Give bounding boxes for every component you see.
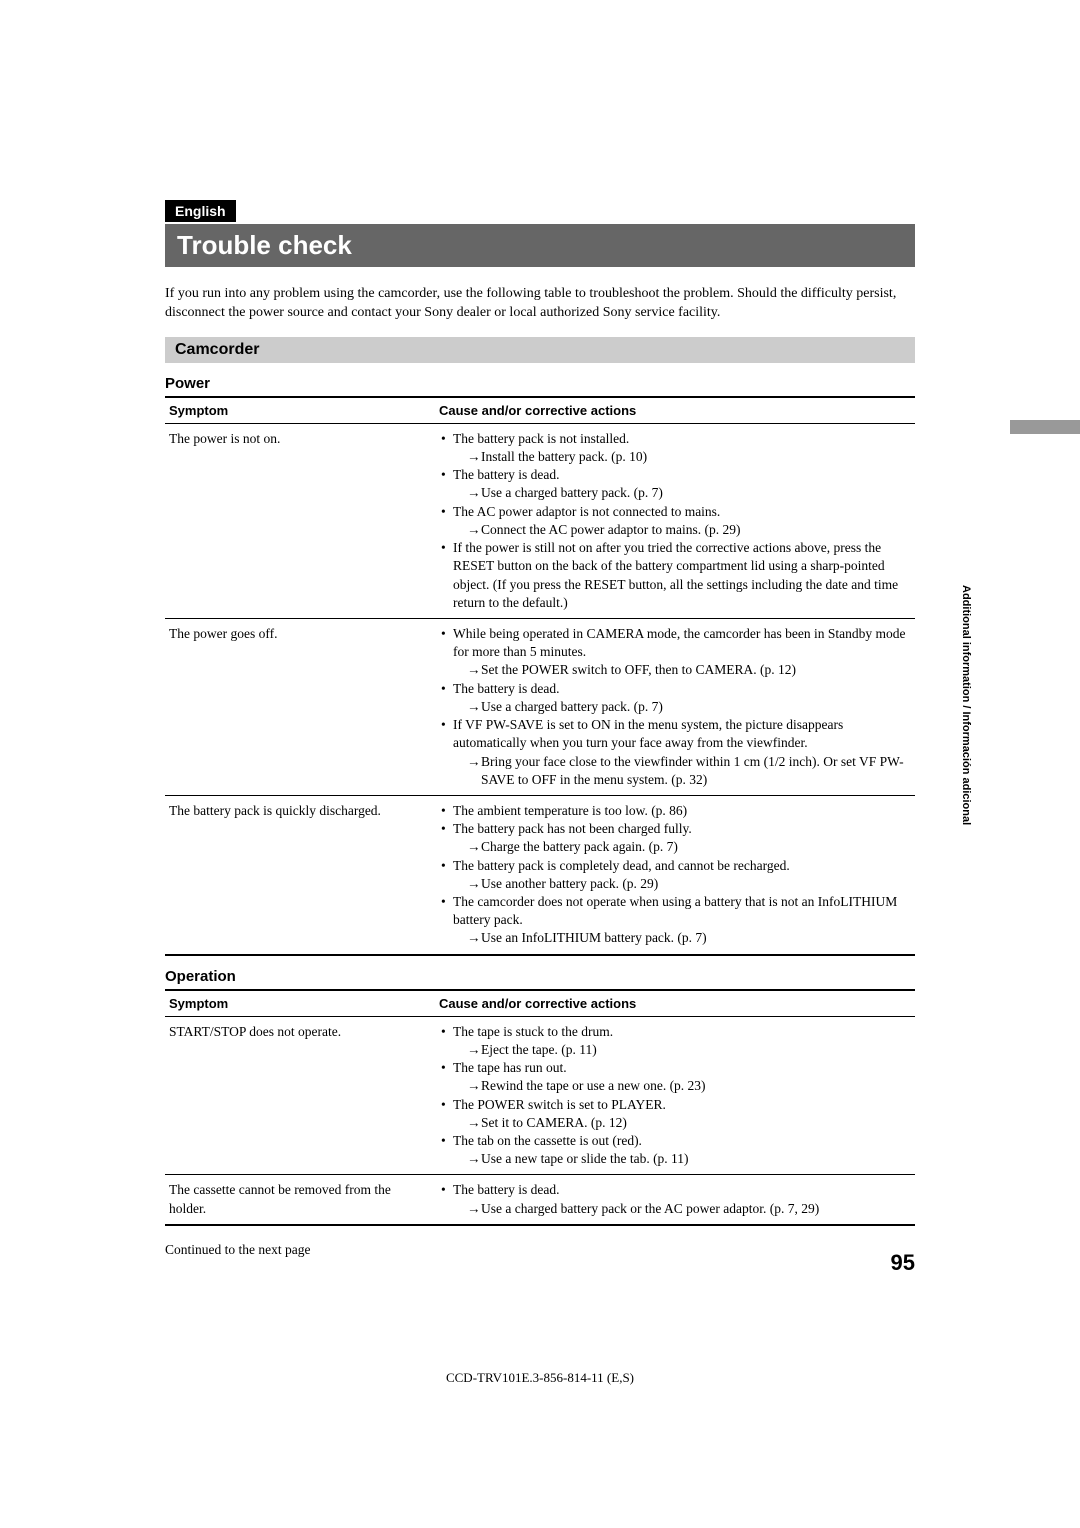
table-row: The cassette cannot be removed from the … xyxy=(165,1175,915,1225)
cause-item: The AC power adaptor is not connected to… xyxy=(439,503,911,539)
cause-item: The battery is dead.Use a charged batter… xyxy=(439,466,911,502)
cause-item: While being operated in CAMERA mode, the… xyxy=(439,625,911,680)
page-content: English Trouble check If you run into an… xyxy=(0,0,1080,1258)
symptom-cell: The cassette cannot be removed from the … xyxy=(165,1175,435,1225)
table-row: The power is not on.The battery pack is … xyxy=(165,423,915,618)
cause-cell: The battery is dead.Use a charged batter… xyxy=(435,1175,915,1225)
symptom-cell: The battery pack is quickly discharged. xyxy=(165,795,435,954)
cause-cell: While being operated in CAMERA mode, the… xyxy=(435,618,915,795)
footer-text: CCD-TRV101E.3-856-814-11 (E,S) xyxy=(0,1370,1080,1386)
cause-item: The battery is dead.Use a charged batter… xyxy=(439,1181,911,1217)
corrective-action: Set it to CAMERA. (p. 12) xyxy=(453,1114,911,1132)
cause-item: The tape has run out.Rewind the tape or … xyxy=(439,1059,911,1095)
trouble-table: SymptomCause and/or corrective actionsTh… xyxy=(165,396,915,956)
th-cause: Cause and/or corrective actions xyxy=(435,397,915,424)
symptom-cell: START/STOP does not operate. xyxy=(165,1016,435,1175)
cause-item: If the power is still not on after you t… xyxy=(439,539,911,612)
corrective-action: Bring your face close to the viewfinder … xyxy=(453,753,911,789)
table-row: The power goes off.While being operated … xyxy=(165,618,915,795)
corrective-action: Set the POWER switch to OFF, then to CAM… xyxy=(453,661,911,679)
cause-cell: The tape is stuck to the drum.Eject the … xyxy=(435,1016,915,1175)
cause-cell: The ambient temperature is too low. (p. … xyxy=(435,795,915,954)
th-cause: Cause and/or corrective actions xyxy=(435,990,915,1017)
table-subheading: Operation xyxy=(165,968,915,985)
corrective-action: Use another battery pack. (p. 29) xyxy=(453,875,911,893)
corrective-action: Eject the tape. (p. 11) xyxy=(453,1041,911,1059)
symptom-cell: The power goes off. xyxy=(165,618,435,795)
intro-paragraph: If you run into any problem using the ca… xyxy=(165,285,915,323)
corrective-action: Charge the battery pack again. (p. 7) xyxy=(453,838,911,856)
corrective-action: Connect the AC power adaptor to mains. (… xyxy=(453,521,911,539)
trouble-table: SymptomCause and/or corrective actionsST… xyxy=(165,989,915,1226)
cause-cell: The battery pack is not installed.Instal… xyxy=(435,423,915,618)
table-subheading: Power xyxy=(165,375,915,392)
symptom-cell: The power is not on. xyxy=(165,423,435,618)
page-number: 95 xyxy=(891,1250,915,1276)
section-heading: Camcorder xyxy=(165,337,915,363)
corrective-action: Use a charged battery pack. (p. 7) xyxy=(453,484,911,502)
page-title: Trouble check xyxy=(165,224,915,267)
cause-item: The tape is stuck to the drum.Eject the … xyxy=(439,1023,911,1059)
corrective-action: Install the battery pack. (p. 10) xyxy=(453,448,911,466)
cause-item: The battery pack is not installed.Instal… xyxy=(439,430,911,466)
continued-text: Continued to the next page xyxy=(165,1242,915,1258)
table-row: START/STOP does not operate.The tape is … xyxy=(165,1016,915,1175)
corrective-action: Use a new tape or slide the tab. (p. 11) xyxy=(453,1150,911,1168)
corrective-action: Use a charged battery pack or the AC pow… xyxy=(453,1200,911,1218)
cause-item: The ambient temperature is too low. (p. … xyxy=(439,802,911,820)
cause-item: The battery pack has not been charged fu… xyxy=(439,820,911,856)
cause-item: The POWER switch is set to PLAYER.Set it… xyxy=(439,1096,911,1132)
cause-item: The battery is dead.Use a charged batter… xyxy=(439,680,911,716)
th-symptom: Symptom xyxy=(165,397,435,424)
cause-item: The tab on the cassette is out (red).Use… xyxy=(439,1132,911,1168)
language-label: English xyxy=(165,200,236,222)
th-symptom: Symptom xyxy=(165,990,435,1017)
cause-item: The battery pack is completely dead, and… xyxy=(439,857,911,893)
table-row: The battery pack is quickly discharged.T… xyxy=(165,795,915,954)
cause-item: If VF PW-SAVE is set to ON in the menu s… xyxy=(439,716,911,789)
corrective-action: Rewind the tape or use a new one. (p. 23… xyxy=(453,1077,911,1095)
corrective-action: Use an InfoLITHIUM battery pack. (p. 7) xyxy=(453,929,911,947)
corrective-action: Use a charged battery pack. (p. 7) xyxy=(453,698,911,716)
cause-item: The camcorder does not operate when usin… xyxy=(439,893,911,948)
